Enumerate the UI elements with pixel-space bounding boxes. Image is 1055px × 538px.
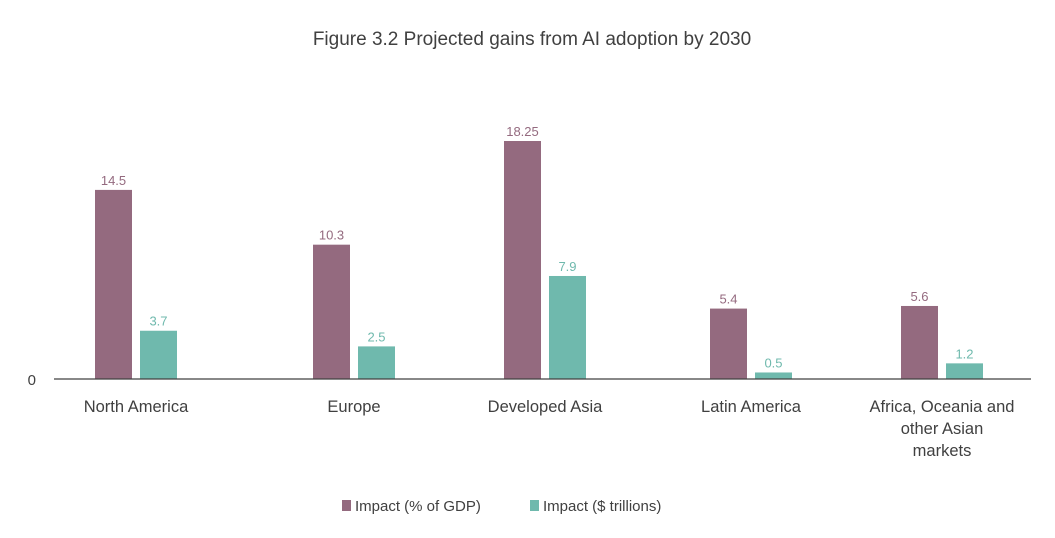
bar-gdp-2	[504, 141, 541, 379]
bar-trillions-0	[140, 330, 177, 379]
legend-swatch-gdp	[342, 500, 351, 511]
bar-trillions-3	[755, 372, 792, 379]
value-label-trillions-1: 2.5	[367, 329, 385, 344]
bar-trillions-2	[549, 275, 586, 379]
category-labels-group: North America Europe Developed Asia Latin A…	[84, 398, 1015, 460]
value-label-gdp-1: 10.3	[319, 228, 344, 243]
category-label-0-line-0: North America	[84, 398, 189, 416]
value-label-gdp-4: 5.6	[910, 289, 928, 304]
bar-trillions-1	[358, 346, 395, 379]
value-label-gdp-2: 18.25	[506, 124, 539, 139]
value-label-trillions-2: 7.9	[558, 259, 576, 274]
bar-gdp-0	[95, 189, 132, 379]
bar-gdp-1	[313, 244, 350, 379]
y-axis-zero-label: 0	[28, 372, 36, 389]
value-label-gdp-3: 5.4	[719, 292, 737, 307]
bar-gdp-3	[710, 308, 747, 379]
category-label-2-line-0: Developed Asia	[488, 398, 603, 416]
legend-label-gdp: Impact (% of GDP)	[355, 498, 481, 515]
bar-trillions-4	[946, 363, 983, 379]
bar-gdp-4	[901, 305, 938, 379]
category-label-1-line-0: Europe	[327, 398, 380, 416]
value-label-gdp-0: 14.5	[101, 173, 126, 188]
category-label-4-line-2: markets	[913, 442, 972, 460]
category-label-4-line-1: other Asian	[901, 420, 984, 438]
legend: Impact (% of GDP) Impact ($ trillions)	[342, 498, 661, 515]
value-label-trillions-3: 0.5	[764, 355, 782, 370]
legend-swatch-trillions	[530, 500, 539, 511]
legend-label-trillions: Impact ($ trillions)	[543, 498, 661, 515]
category-label-3-line-0: Latin America	[701, 398, 802, 416]
chart-title: Figure 3.2 Projected gains from AI adopt…	[313, 29, 751, 50]
value-labels-group: 14.5 3.7 10.3 2.5 18.25 7.9 5.4 0.5 5.6 1.2	[101, 124, 974, 370]
bars-group	[95, 141, 983, 379]
category-label-4-line-0: Africa, Oceania and	[870, 398, 1015, 416]
value-label-trillions-0: 3.7	[149, 314, 167, 329]
value-label-trillions-4: 1.2	[955, 346, 973, 361]
